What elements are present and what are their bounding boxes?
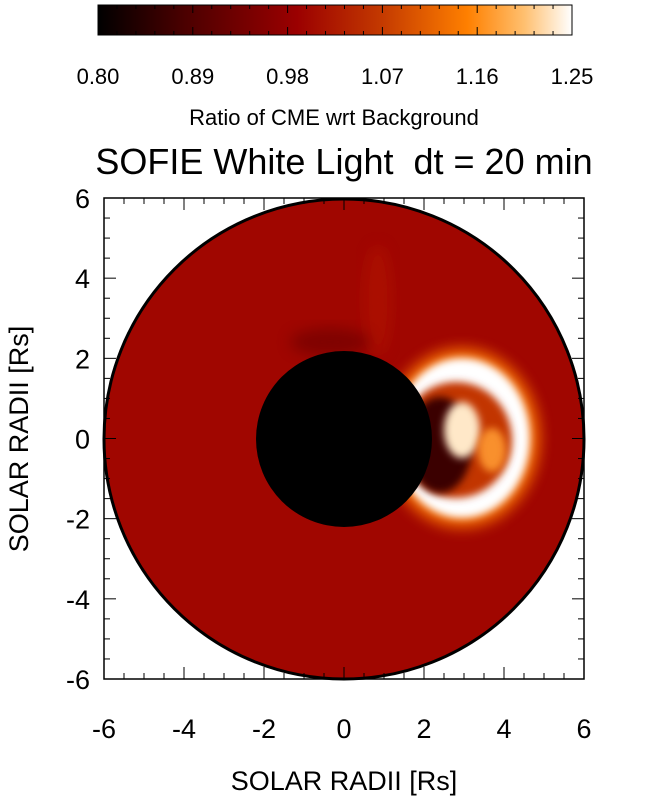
faint-streamer	[364, 245, 392, 355]
colorbar-ticks	[97, 5, 573, 35]
y-tick-label: 2	[75, 344, 90, 374]
x-tick-label: 2	[416, 714, 431, 744]
x-tick-label: -4	[172, 714, 196, 744]
cme-core	[444, 402, 480, 458]
y-tick-labels: -6 -4 -2 0 2 4 6	[66, 184, 90, 695]
y-tick-label: 4	[75, 264, 90, 294]
colorbar-tick-label: 1.16	[456, 64, 499, 89]
colorbar-tick-label: 1.07	[361, 64, 404, 89]
coronagraph-field	[102, 197, 586, 681]
x-tick-label: 4	[496, 714, 511, 744]
x-tick-labels: -6 -4 -2 0 2 4 6	[92, 714, 592, 744]
x-axis-label: SOLAR RADII [Rs]	[231, 766, 458, 796]
colorbar-tick-label: 1.25	[551, 64, 594, 89]
colorbar-label: Ratio of CME wrt Background	[189, 105, 479, 130]
y-axis-label: SOLAR RADII [Rs]	[4, 326, 34, 553]
colorbar: 0.80 0.89 0.98 1.07 1.16 1.25 Ratio of CME wr…	[77, 4, 594, 130]
y-tick-label: -2	[66, 505, 90, 535]
cme-structure	[290, 245, 540, 528]
colorbar-tick-labels: 0.80 0.89 0.98 1.07 1.16 1.25	[77, 64, 594, 89]
occulter-disk	[256, 351, 432, 527]
x-tick-label: 0	[336, 714, 351, 744]
y-tick-label: 0	[75, 425, 90, 455]
chart-title: SOFIE White Light dt = 20 min	[95, 141, 592, 182]
cme-core-side	[478, 428, 506, 472]
x-tick-label: 6	[576, 714, 591, 744]
colorbar-tick-label: 0.98	[266, 64, 309, 89]
colorbar-gradient	[97, 4, 573, 36]
x-tick-label: -2	[252, 714, 276, 744]
y-tick-label: -4	[66, 585, 90, 615]
dim-region	[290, 328, 370, 356]
axis-ticks	[103, 197, 585, 680]
y-tick-label: 6	[75, 184, 90, 214]
y-tick-label: -6	[66, 665, 90, 695]
colorbar-tick-label: 0.89	[171, 64, 214, 89]
x-tick-label: -6	[92, 714, 116, 744]
colorbar-tick-label: 0.80	[77, 64, 120, 89]
